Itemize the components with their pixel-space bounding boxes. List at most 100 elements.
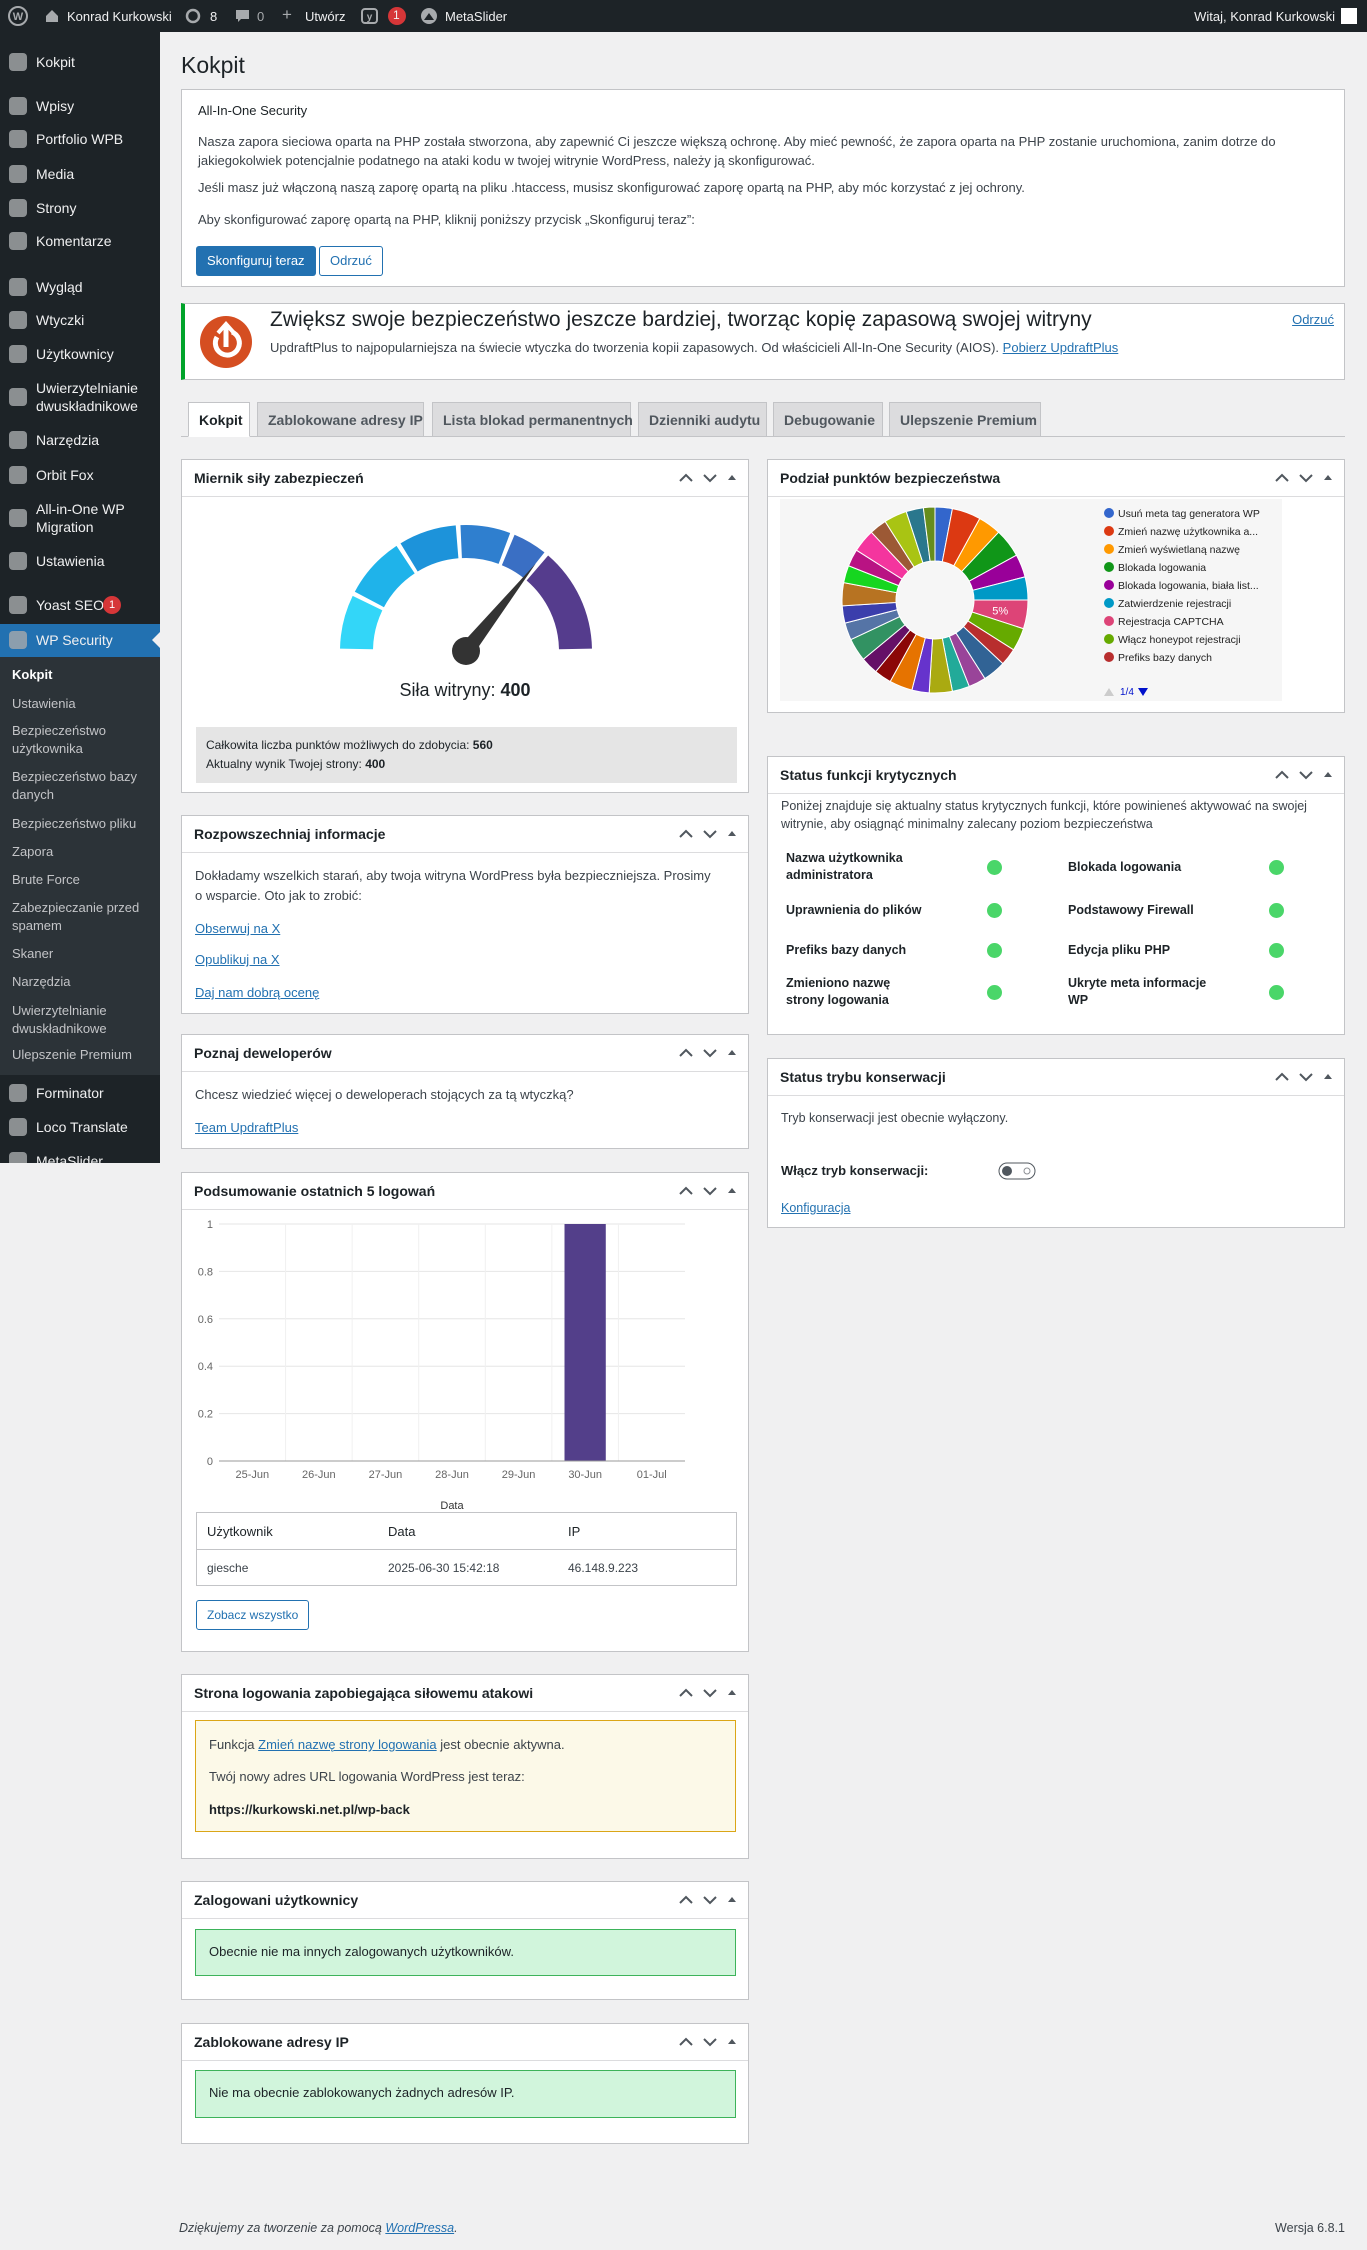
toggle-panel[interactable] — [728, 2039, 736, 2044]
comments-count[interactable]: 0 — [257, 9, 265, 24]
updraft-link[interactable]: Pobierz UpdraftPlus — [1002, 340, 1119, 355]
menu-item[interactable]: Narzędzia — [36, 432, 100, 448]
toggle-panel[interactable] — [728, 831, 736, 836]
menu-item[interactable]: Orbit Fox — [36, 467, 94, 483]
rename-link[interactable]: Zmień nazwę strony logowania — [258, 1737, 437, 1752]
metaslider-link[interactable]: MetaSlider — [445, 9, 508, 24]
configure-button[interactable]: Skonfiguruj teraz — [196, 246, 316, 276]
widget-controls[interactable] — [676, 1043, 742, 1063]
view-all-button[interactable]: Zobacz wszystko — [196, 1600, 310, 1630]
move-up[interactable] — [1275, 1072, 1289, 1081]
menu-item[interactable]: Media — [36, 166, 75, 182]
move-down[interactable] — [703, 1689, 717, 1698]
widget-controls[interactable] — [1272, 468, 1338, 488]
avatar[interactable] — [1341, 8, 1357, 24]
menu-item[interactable]: Uwierzytelnianie dwuskładnikowe — [36, 380, 138, 414]
legend-prev[interactable] — [1104, 688, 1114, 696]
move-down[interactable] — [703, 474, 717, 483]
move-up[interactable] — [679, 473, 693, 482]
toggle-panel[interactable] — [1324, 475, 1332, 480]
menu-item[interactable]: Yoast SEO — [36, 597, 104, 613]
toggle-panel[interactable] — [1324, 772, 1332, 777]
move-up[interactable] — [679, 1186, 693, 1195]
submenu-item[interactable]: Kokpit — [12, 667, 53, 682]
menu-item[interactable]: All-in-One WP Migration — [36, 501, 125, 535]
widget-controls[interactable] — [676, 468, 742, 488]
toggle-panel[interactable] — [728, 475, 736, 480]
yoast-icon[interactable]: y — [361, 7, 379, 25]
updraft-dismiss[interactable]: Odrzuć — [1292, 312, 1334, 327]
move-down[interactable] — [703, 1187, 717, 1196]
wp-logo[interactable]: W — [8, 6, 28, 26]
toggle-panel[interactable] — [728, 1050, 736, 1055]
move-down[interactable] — [1299, 1073, 1313, 1082]
widget-controls[interactable] — [1272, 1067, 1338, 1087]
submenu-item[interactable]: Zapora — [12, 844, 54, 859]
tab[interactable]: Kokpit — [188, 402, 250, 437]
menu-item[interactable]: Komentarze — [36, 233, 112, 249]
submenu-item[interactable]: Ulepszenie Premium — [12, 1047, 132, 1062]
submenu-item[interactable]: Bezpieczeństwo użytkownika — [12, 723, 106, 756]
tab[interactable]: Dzienniki audytu — [638, 402, 767, 437]
submenu-item[interactable]: Brute Force — [12, 872, 80, 887]
widget-controls[interactable] — [1272, 765, 1338, 785]
menu-item[interactable]: Forminator — [36, 1085, 104, 1101]
move-up[interactable] — [679, 1688, 693, 1697]
site-name[interactable]: Konrad Kurkowski — [67, 9, 172, 24]
submenu-item[interactable]: Narzędzia — [12, 974, 71, 989]
move-down[interactable] — [703, 2038, 717, 2047]
spread-link[interactable]: Daj nam dobrą ocenę — [195, 985, 320, 1000]
menu-item[interactable]: MetaSlider — [36, 1153, 103, 1163]
menu-item[interactable]: Użytkownicy — [36, 346, 114, 362]
submenu-item[interactable]: Ustawienia — [12, 696, 76, 711]
spread-link[interactable]: Opublikuj na X — [195, 952, 280, 967]
toggle-panel[interactable] — [728, 1188, 736, 1193]
menu-item[interactable]: Ustawienia — [36, 553, 105, 569]
legend-next[interactable] — [1138, 688, 1148, 696]
move-down[interactable] — [1299, 474, 1313, 483]
menu-item[interactable]: Strony — [36, 200, 77, 216]
toggle[interactable] — [998, 1162, 1036, 1180]
spread-link[interactable]: Obserwuj na X — [195, 921, 281, 936]
move-up[interactable] — [679, 1048, 693, 1057]
submenu-item[interactable]: Bezpieczeństwo pliku — [12, 816, 137, 831]
move-down[interactable] — [1299, 771, 1313, 780]
submenu-item[interactable]: Uwierzytelnianie dwuskładnikowe — [12, 1003, 107, 1036]
toggle-panel[interactable] — [1324, 1074, 1332, 1079]
menu-item[interactable]: Portfolio WPB — [36, 131, 124, 147]
menu-item[interactable]: Loco Translate — [36, 1119, 128, 1135]
move-up[interactable] — [679, 2037, 693, 2046]
move-up[interactable] — [1275, 770, 1289, 779]
toggle-panel[interactable] — [728, 1690, 736, 1695]
menu-item[interactable]: Wtyczki — [36, 312, 85, 328]
widget-controls[interactable] — [676, 2032, 742, 2052]
move-down[interactable] — [703, 1049, 717, 1058]
dismiss-button[interactable]: Odrzuć — [319, 246, 383, 276]
tab[interactable]: Debugowanie — [773, 402, 883, 437]
submenu-item[interactable]: Zabezpieczanie przed spamem — [12, 900, 140, 933]
maintenance-link[interactable]: Konfiguracja — [781, 1201, 851, 1215]
widget-controls[interactable] — [676, 1683, 742, 1703]
devs-link[interactable]: Team UpdraftPlus — [195, 1120, 299, 1135]
tab[interactable]: Ulepszenie Premium — [889, 402, 1041, 437]
tab[interactable]: Lista blokad permanentnych — [432, 402, 633, 437]
toggle-panel[interactable] — [728, 1897, 736, 1902]
menu-item[interactable]: Wpisy — [36, 98, 75, 114]
widget-controls[interactable] — [676, 1181, 742, 1201]
menu-item[interactable]: WP Security — [36, 632, 113, 648]
new-content[interactable]: Utwórz — [305, 9, 346, 24]
footer-link[interactable]: WordPressa — [385, 2221, 455, 2235]
move-down[interactable] — [703, 830, 717, 839]
move-up[interactable] — [679, 1895, 693, 1904]
submenu-item[interactable]: Skaner — [12, 946, 54, 961]
widget-controls[interactable] — [676, 824, 742, 844]
move-up[interactable] — [1275, 473, 1289, 482]
widget-controls[interactable] — [676, 1890, 742, 1910]
updates-count[interactable]: 8 — [210, 9, 218, 24]
submenu-item[interactable]: Bezpieczeństwo bazy danych — [12, 769, 138, 802]
menu-item[interactable]: Wygląd — [36, 279, 83, 295]
greeting[interactable]: Witaj, Konrad Kurkowski — [1194, 9, 1335, 24]
move-up[interactable] — [679, 829, 693, 838]
menu-item[interactable]: Kokpit — [36, 54, 75, 70]
move-down[interactable] — [703, 1896, 717, 1905]
